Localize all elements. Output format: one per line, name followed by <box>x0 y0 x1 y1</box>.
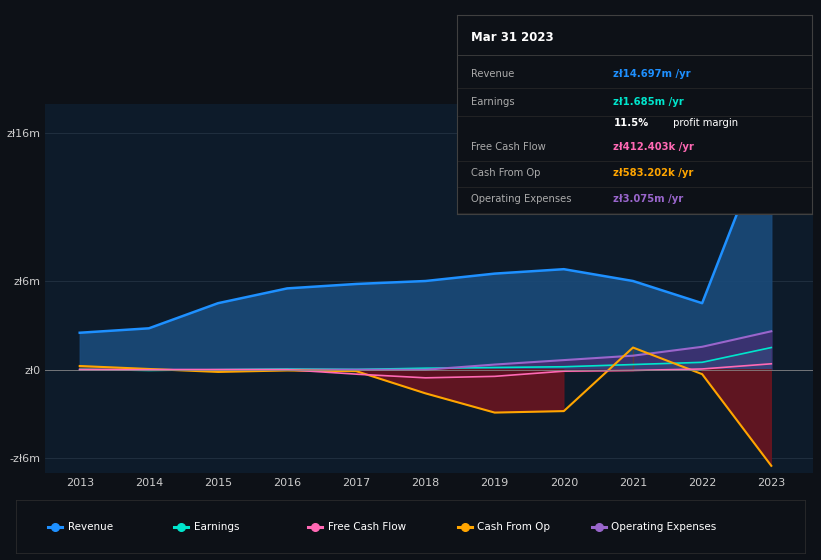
Text: Revenue: Revenue <box>67 522 112 531</box>
Text: zł14.697m /yr: zł14.697m /yr <box>613 69 691 79</box>
Text: Earnings: Earnings <box>194 522 239 531</box>
Text: Operating Expenses: Operating Expenses <box>471 194 572 204</box>
Text: zł583.202k /yr: zł583.202k /yr <box>613 168 694 178</box>
Text: Mar 31 2023: Mar 31 2023 <box>471 31 554 44</box>
Text: zł3.075m /yr: zł3.075m /yr <box>613 194 684 204</box>
Text: Cash From Op: Cash From Op <box>471 168 541 178</box>
Text: Cash From Op: Cash From Op <box>478 522 551 531</box>
Text: zł412.403k /yr: zł412.403k /yr <box>613 142 695 152</box>
Text: 11.5%: 11.5% <box>613 119 649 128</box>
Text: zł1.685m /yr: zł1.685m /yr <box>613 97 684 106</box>
Text: profit margin: profit margin <box>670 119 738 128</box>
Text: Free Cash Flow: Free Cash Flow <box>471 142 546 152</box>
Text: Free Cash Flow: Free Cash Flow <box>328 522 406 531</box>
Text: Earnings: Earnings <box>471 97 515 106</box>
Text: Revenue: Revenue <box>471 69 515 79</box>
Text: Operating Expenses: Operating Expenses <box>612 522 717 531</box>
